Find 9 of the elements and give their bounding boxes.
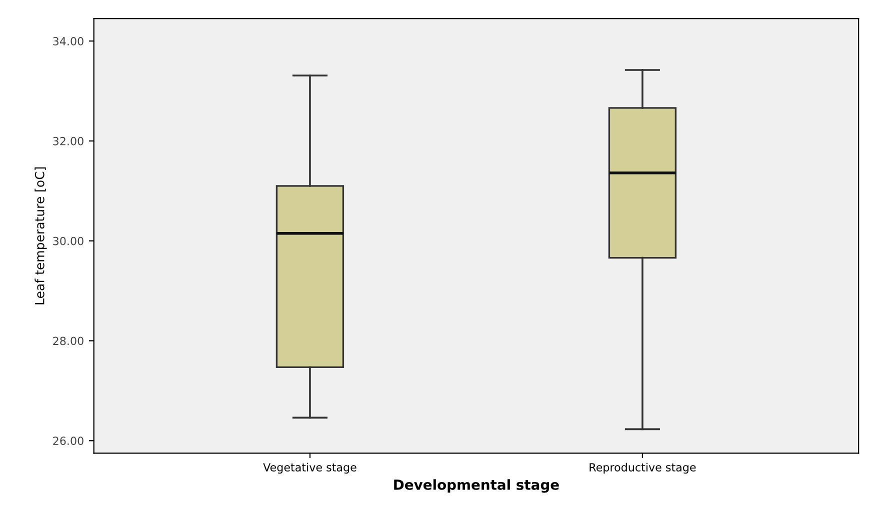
y-tick-label: 30.00 xyxy=(53,236,84,246)
x-axis-title: Developmental stage xyxy=(394,479,559,493)
x-tick-label: Reproductive stage xyxy=(590,462,696,474)
y-tick-label: 28.00 xyxy=(53,336,84,346)
y-tick-label: 32.00 xyxy=(53,136,84,146)
y-tick-label: 26.00 xyxy=(53,436,84,446)
y-tick-label: 34.00 xyxy=(53,37,84,46)
y-axis-title: Leaf temperature [oC] xyxy=(34,167,47,304)
x-tick-label: Vegetative stage xyxy=(263,462,356,474)
